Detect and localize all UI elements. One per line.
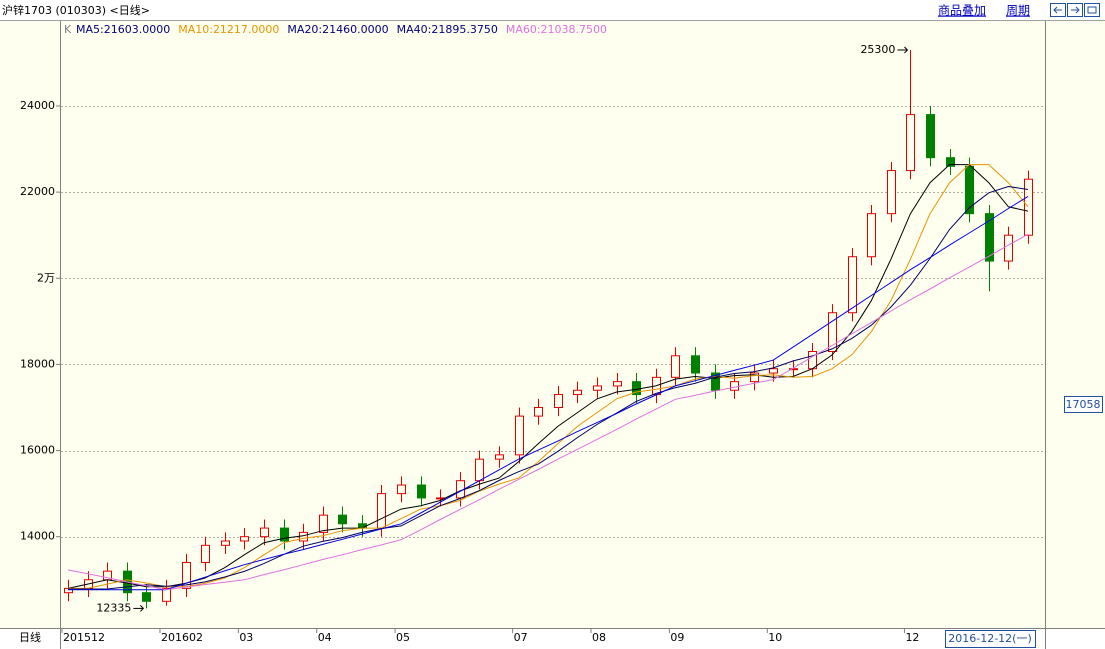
y-tick-label: 16000 (20, 444, 55, 457)
x-tick-label: 12 (905, 631, 919, 644)
x-tick-label: 04 (318, 631, 332, 644)
y-tick-label: 18000 (20, 357, 55, 370)
candles (64, 49, 1033, 609)
candle-body (613, 381, 622, 387)
x-axis-label: 日线 (19, 630, 41, 644)
candle-body (201, 544, 210, 564)
legend-entry: MA10:21217.0000 (178, 23, 279, 36)
top-bar (0, 0, 1105, 20)
candle-body (377, 493, 386, 529)
candle-body (162, 587, 171, 602)
y-tick-label: 14000 (20, 530, 55, 543)
ma-line (68, 195, 1029, 591)
y-tick-label: 22000 (20, 185, 55, 198)
x-tick-label: 07 (514, 631, 528, 644)
cursor-value: 17058 (1066, 398, 1101, 411)
candle-body (671, 355, 680, 378)
annotation: 25300 (860, 43, 895, 56)
candle-body (475, 458, 484, 482)
candle-body (260, 527, 269, 538)
ma-line (68, 185, 1029, 590)
icon-left-arrow (1053, 6, 1062, 14)
candle-body (691, 355, 700, 374)
candle-body (730, 381, 739, 391)
candle-body (142, 592, 151, 602)
annotation-arrowhead (140, 605, 145, 612)
legend-entry: MA60:21038.7500 (506, 23, 607, 36)
candle-body (221, 540, 230, 546)
x-tick-label: 08 (592, 631, 606, 644)
y-tick-label: 24000 (20, 99, 55, 112)
overlay-button[interactable]: 商品叠加 (938, 3, 986, 18)
cursor-date-box (945, 630, 1036, 648)
icon-full-box (1087, 6, 1097, 14)
candle-body (397, 484, 406, 495)
annotation: 12335 (96, 601, 131, 614)
x-axis-band (0, 628, 1105, 649)
legend-prefix: K (64, 23, 72, 36)
candle-body (632, 381, 641, 396)
y-tick-label: 2万 (37, 271, 55, 284)
legend-entry: MA5:21603.0000 (76, 23, 170, 36)
x-tick-label: 10 (768, 631, 782, 644)
candle-body (769, 368, 778, 374)
candle-body (1004, 234, 1013, 262)
candle-body (534, 406, 543, 417)
legend-entry: MA40:21895.3750 (397, 23, 498, 36)
cursor-value-box (1064, 395, 1103, 413)
candle-body (887, 170, 896, 215)
icon-full[interactable] (1084, 3, 1100, 17)
candle-body (946, 157, 955, 167)
candle-body (280, 527, 289, 542)
candle-body (750, 372, 759, 383)
candle-body (926, 114, 935, 159)
candle-body (573, 389, 582, 396)
candle-body (182, 562, 191, 589)
ma-line (67, 164, 1029, 589)
candle-body (593, 385, 602, 391)
candle-body (711, 372, 720, 391)
icon-right-arrow (1071, 6, 1080, 14)
candle-body (338, 514, 347, 525)
candle-body (789, 368, 798, 371)
candle-body (495, 454, 504, 460)
x-tick-label: 201512 (63, 631, 105, 644)
period-button[interactable]: 周期 (1006, 4, 1030, 18)
x-tick-label: 09 (670, 631, 684, 644)
candle-body (554, 394, 563, 408)
candle-body (906, 114, 915, 172)
candle-body (867, 213, 876, 258)
candle-body (240, 536, 249, 542)
candle-body (1024, 178, 1033, 236)
x-tick-label: 201602 (161, 631, 203, 644)
cursor-date: 2016-12-12(一) (948, 632, 1032, 645)
legend-entry: MA20:21460.0000 (287, 23, 388, 36)
nav-icons[interactable] (1050, 3, 1100, 17)
candle-body (828, 312, 837, 352)
candle-body (417, 484, 426, 499)
candle-body (515, 415, 524, 456)
annotation-arrowhead (904, 46, 909, 54)
candle-body (965, 165, 974, 215)
ma-line (67, 233, 1029, 591)
x-tick-label: 05 (396, 631, 410, 644)
x-tick-label: 03 (239, 631, 253, 644)
candle-body (985, 213, 994, 262)
candle-body (848, 256, 857, 314)
candle-body (319, 514, 328, 533)
candle-body (299, 531, 308, 542)
chart-title: 沪锌1703 (010303) <日线> (2, 3, 150, 17)
